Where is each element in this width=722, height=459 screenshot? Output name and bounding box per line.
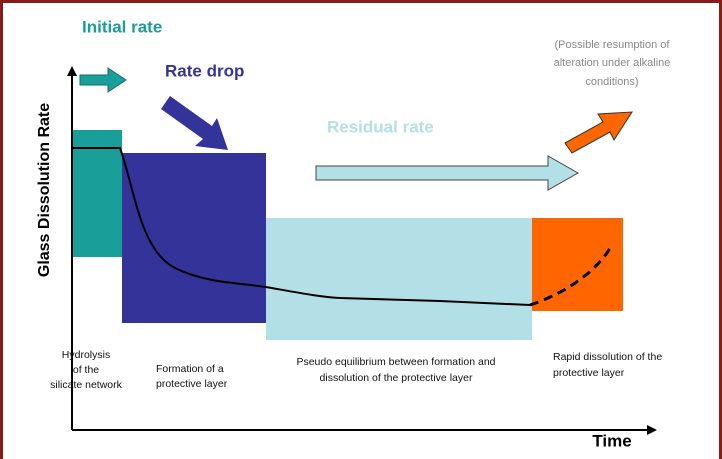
phase-label: protective layer: [156, 378, 228, 390]
rate-curve: [72, 147, 531, 306]
initial-arrow: [79, 67, 127, 93]
note-line: alteration under alkaline: [554, 57, 671, 69]
phase-label: Pseudo equilibrium between formation and: [296, 356, 495, 368]
note-line: conditions): [585, 76, 638, 88]
y-axis-label: Glass Dissolution Rate: [36, 103, 53, 277]
resumption-arrow: [564, 111, 633, 154]
phase-label: Formation of a: [156, 363, 224, 375]
phase-label: protective layer: [553, 367, 625, 379]
residual-phase-block: [266, 218, 532, 340]
residual-arrow: [315, 155, 580, 191]
stage-title: Residual rate: [327, 117, 434, 136]
x-axis-label: Time: [592, 431, 631, 450]
phase-label: of the: [73, 364, 99, 376]
stage-title: Initial rate: [82, 17, 162, 36]
stage-title: Rate drop: [165, 61, 244, 80]
phase-label: silicate network: [50, 379, 123, 391]
rapid-phase-block: [532, 218, 623, 311]
initial-phase-block: [72, 130, 122, 257]
drop-phase-block: [122, 153, 266, 323]
phase-label: Rapid dissolution of the: [553, 351, 662, 363]
phase-label: dissolution of the protective layer: [320, 372, 473, 384]
phase-label: Hydrolysis: [62, 349, 110, 361]
note-line: (Possible resumption of: [555, 39, 671, 51]
drop-arrow: [161, 96, 228, 150]
rate-curve-dashed: [529, 244, 614, 307]
